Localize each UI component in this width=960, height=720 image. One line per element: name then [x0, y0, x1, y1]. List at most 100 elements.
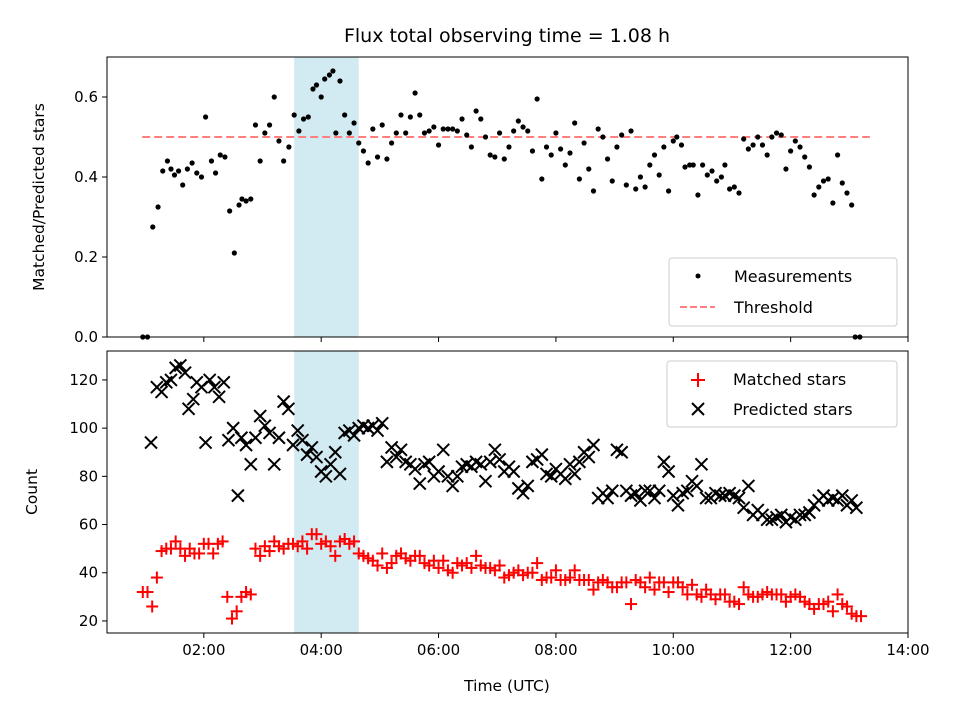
legend-label-matched: Matched stars	[733, 370, 846, 389]
matched-star-point	[465, 561, 478, 574]
matched-star-point	[371, 559, 384, 572]
measurement-point	[849, 202, 855, 208]
measurement-point	[802, 154, 808, 160]
predicted-star-point	[736, 500, 751, 515]
matched-star-point	[296, 535, 309, 548]
predicted-star-point	[600, 491, 615, 505]
predicted-star-point	[234, 431, 249, 445]
matched-star-point	[718, 588, 731, 601]
matched-star-point	[545, 571, 558, 584]
measurement-point	[731, 184, 737, 190]
predicted-star-point	[661, 464, 676, 479]
measurement-point	[421, 130, 428, 136]
ratio-panel: Flux total observing time = 1.08 h 0.00.…	[30, 25, 909, 346]
measurement-point	[714, 178, 720, 184]
measurement-point	[614, 144, 620, 150]
measurement-point	[351, 120, 357, 126]
predicted-star-point	[835, 488, 849, 503]
measurement-point	[492, 154, 498, 160]
measurement-point	[217, 152, 223, 158]
measurement-point	[690, 162, 696, 168]
predicted-star-point	[272, 431, 286, 445]
predicted-star-point	[144, 435, 158, 450]
measurement-point	[741, 136, 747, 142]
x-tick-label: 08:00	[534, 641, 577, 659]
measurement-point	[459, 116, 465, 122]
predicted-star-point	[380, 455, 394, 469]
measurement-point	[647, 162, 653, 168]
matched-star-point	[676, 581, 689, 594]
measurement-point	[755, 134, 761, 140]
predicted-star-point	[394, 443, 408, 457]
highlight-span-top	[294, 57, 359, 337]
measurement-point	[266, 122, 273, 128]
predicted-star-point	[231, 488, 245, 503]
measurement-point	[150, 224, 156, 230]
predicted-star-point	[521, 479, 535, 493]
measurement-point	[576, 176, 582, 182]
measurement-point	[553, 130, 559, 136]
matched-star-point	[193, 547, 206, 560]
matched-star-point	[840, 600, 853, 613]
measurement-point	[379, 122, 385, 128]
measurement-point	[700, 162, 706, 168]
legend-marker-predicted	[691, 402, 705, 416]
matched-star-point	[493, 559, 506, 572]
predicted-star-point	[605, 484, 619, 498]
predicted-star-point	[198, 435, 213, 450]
measurement-point	[180, 182, 186, 188]
matched-star-point	[150, 571, 163, 584]
predicted-star-point	[690, 479, 704, 493]
measurement-point	[759, 142, 766, 148]
predicted-star-point	[154, 385, 169, 399]
measurement-point	[322, 76, 328, 82]
measurement-point	[222, 154, 228, 160]
measurement-point	[198, 174, 205, 180]
measurement-point	[534, 96, 540, 102]
measurement-point	[628, 128, 634, 134]
measurement-point	[212, 170, 219, 176]
measurement-point	[670, 138, 676, 144]
measurement-point	[286, 144, 292, 150]
measurement-point	[398, 112, 404, 118]
measurement-point	[718, 174, 724, 180]
legend-box-bottom	[666, 360, 898, 428]
matched-star-point	[324, 540, 337, 553]
measurement-point	[168, 166, 174, 172]
predicted-star-point	[181, 402, 196, 416]
predicted-star-point	[638, 484, 652, 498]
measurement-point	[440, 126, 446, 132]
measurement-point	[389, 140, 395, 146]
y-tick-label: 100	[69, 419, 98, 437]
measurement-point	[525, 128, 531, 134]
measurement-point	[820, 178, 827, 184]
y-tick-label: 0.2	[74, 248, 98, 266]
measurement-point	[656, 172, 662, 178]
predicted-star-point	[291, 423, 305, 438]
matched-star-point	[376, 547, 389, 560]
measurement-point	[792, 138, 798, 144]
measurement-point	[445, 126, 451, 132]
predicted-star-point	[488, 443, 502, 457]
measurement-point	[695, 192, 701, 198]
y-tick-label: 60	[79, 516, 98, 534]
bottom-plot-frame	[106, 350, 909, 634]
measurement-point	[407, 114, 413, 120]
y-tick-label: 0.6	[74, 88, 98, 106]
matched-star-point	[249, 542, 262, 555]
matched-star-point	[639, 581, 652, 594]
measurement-point	[300, 116, 307, 122]
measurement-point	[426, 128, 432, 134]
measurement-point	[567, 150, 573, 156]
measurement-point	[511, 128, 517, 134]
predicted-star-point	[244, 457, 258, 471]
predicted-star-point	[572, 455, 587, 469]
measurement-point	[736, 190, 742, 196]
y-tick-label: 0.0	[74, 328, 98, 346]
y-axis-ticks-bottom: 20 40 60 80 100 120	[69, 371, 107, 630]
matched-star-point	[221, 590, 234, 603]
measurement-point	[464, 132, 470, 138]
predicted-star-point	[431, 464, 446, 479]
predicted-star-points	[144, 358, 864, 529]
